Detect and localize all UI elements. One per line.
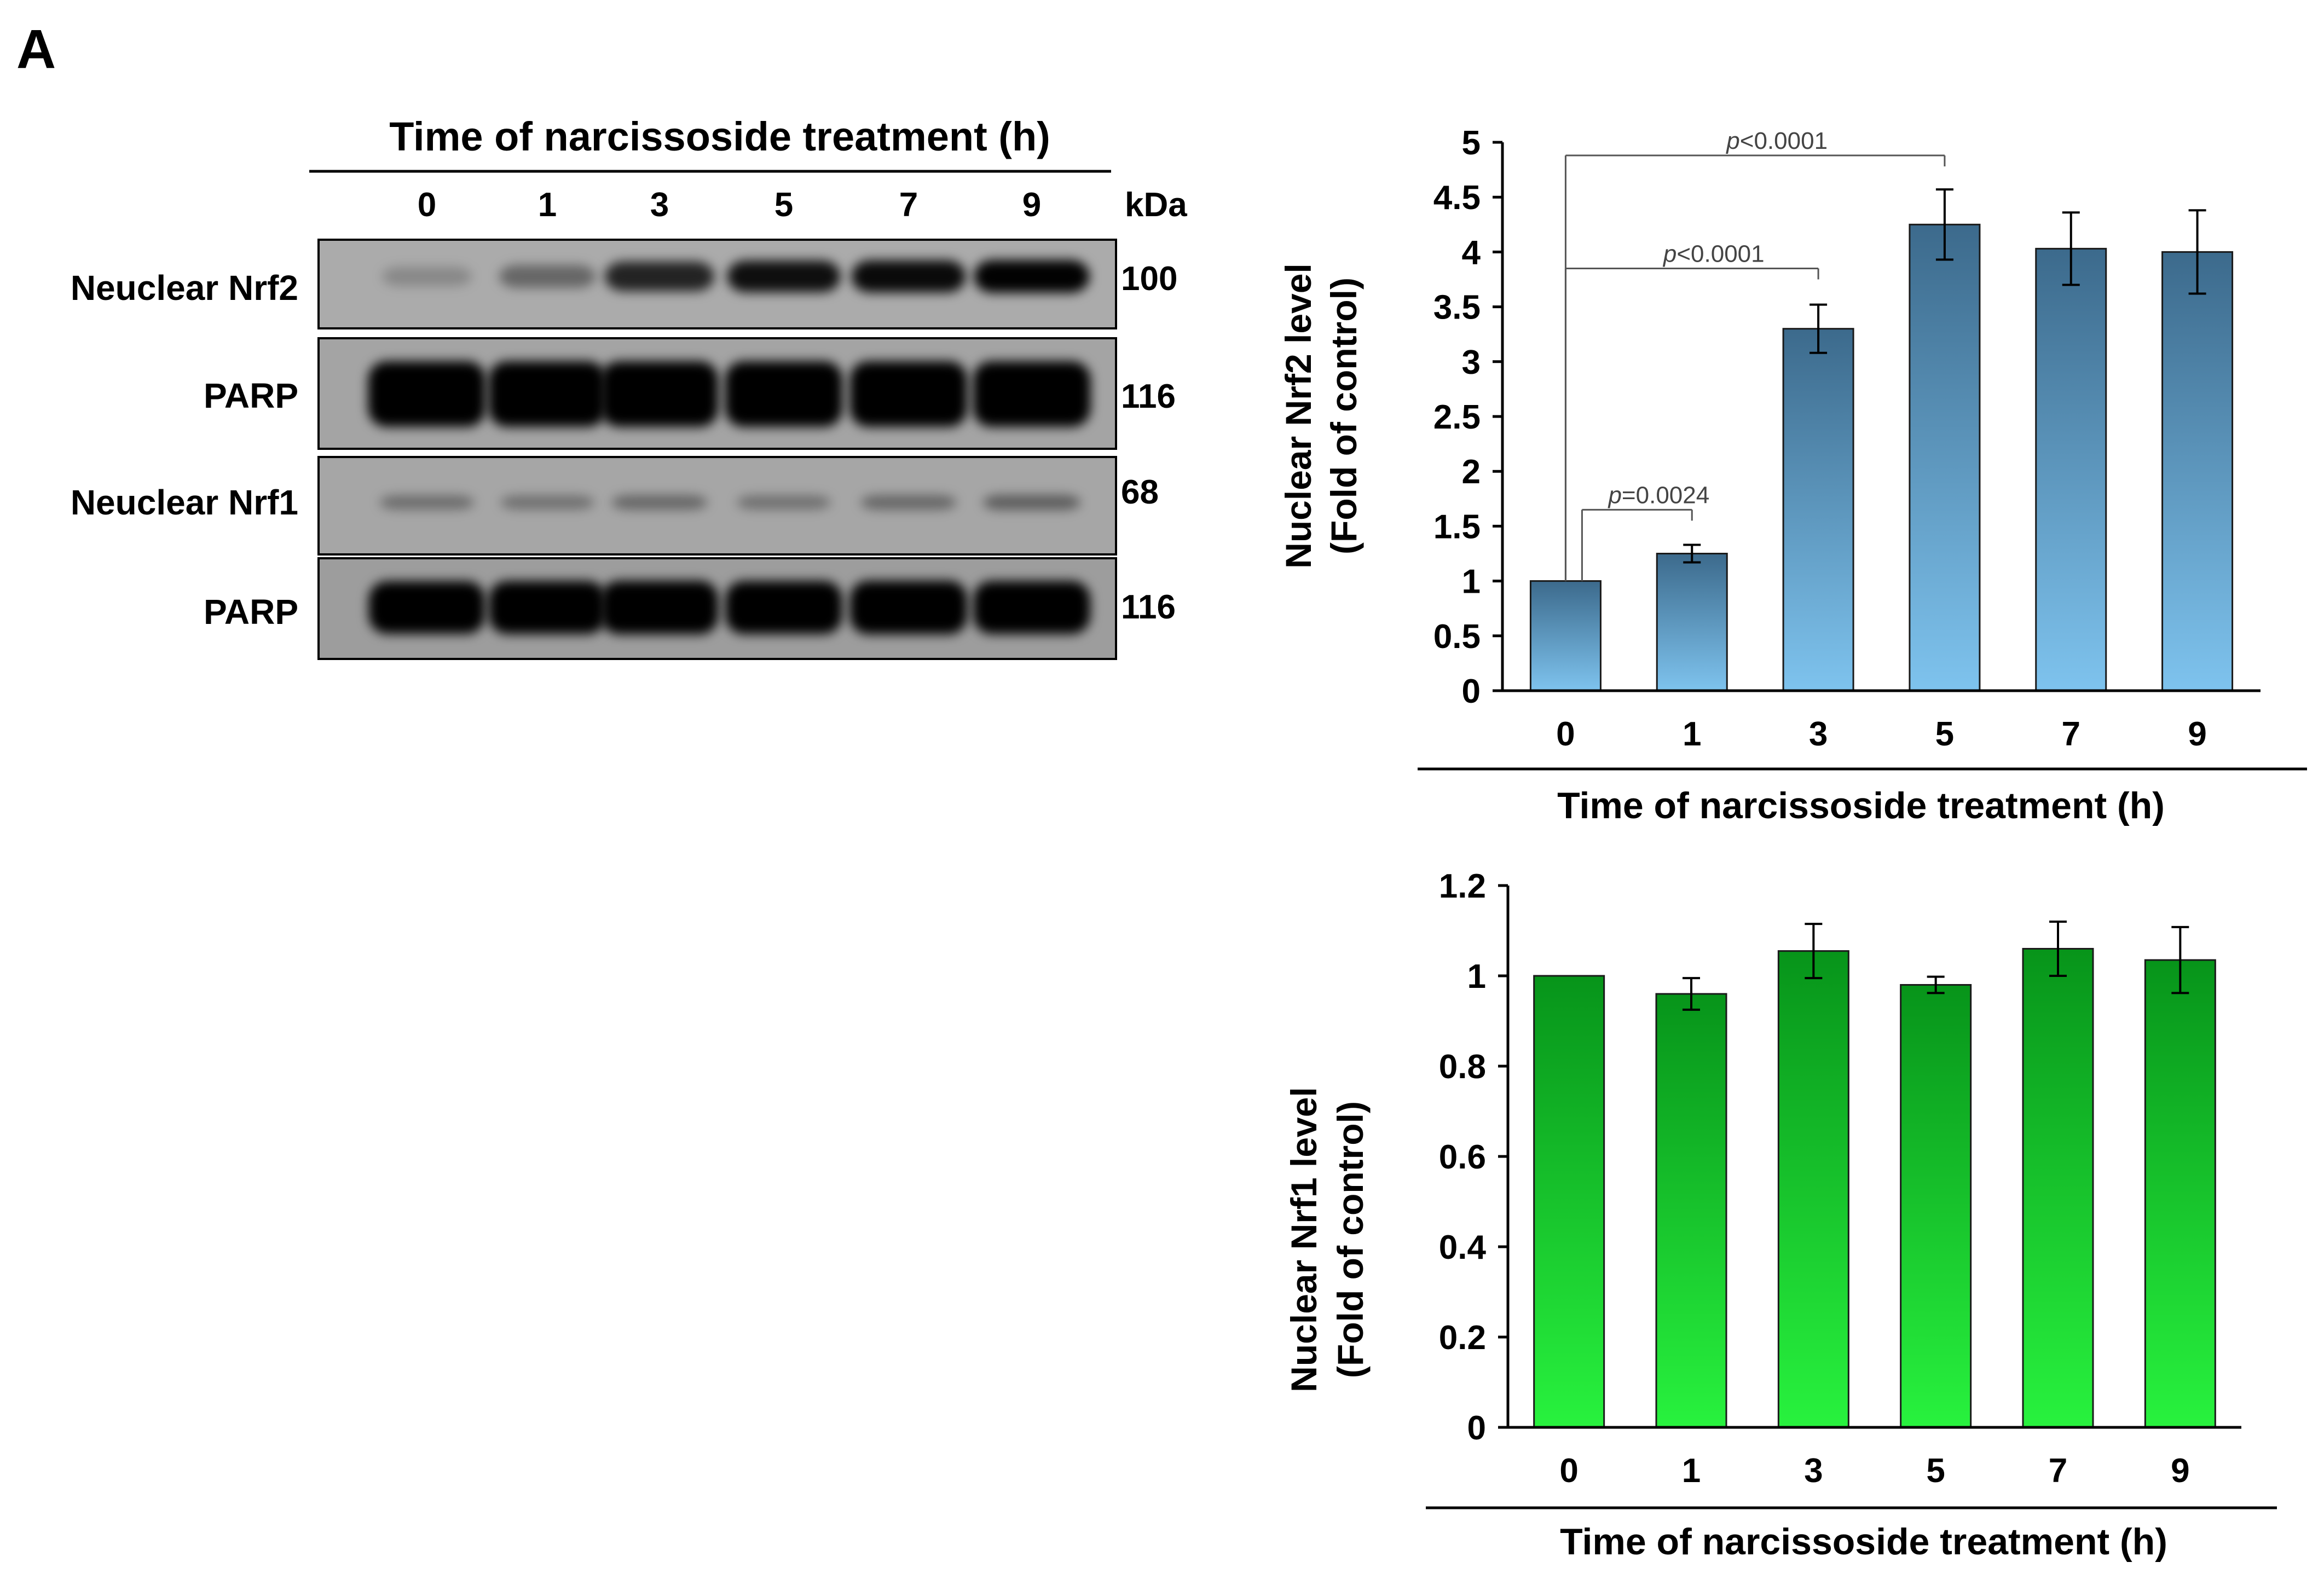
blot-lane-label: 1 <box>538 186 557 224</box>
y-tick-label: 3.5 <box>1433 289 1481 327</box>
y-tick-label: 5 <box>1462 124 1481 162</box>
blot-band <box>499 265 596 288</box>
blot-kda-value: 116 <box>1121 378 1176 415</box>
blot-band <box>379 495 475 510</box>
blot-band <box>489 581 606 634</box>
y-tick-label: 4.5 <box>1433 179 1481 217</box>
y-tick-label: 0.8 <box>1439 1048 1486 1086</box>
p-value-label: p=0.0024 <box>1607 482 1709 508</box>
blot-row: Neuclear Nrf2 100 <box>71 239 1177 329</box>
blot-lane-label: 7 <box>899 186 918 224</box>
blot-row: PARP 116 <box>204 557 1176 660</box>
x-tick-label: 1 <box>1682 1452 1701 1490</box>
blot-band <box>500 495 594 510</box>
kda-header: kDa <box>1125 186 1187 224</box>
blot-band <box>737 495 831 510</box>
blot-band <box>849 581 968 634</box>
blot-lane-label: 9 <box>1022 186 1041 224</box>
y-tick-label: 1.2 <box>1439 867 1486 905</box>
nrf2-xlabel: Time of narcissoside treatment (h) <box>1557 785 2165 826</box>
blot-band <box>368 581 485 634</box>
blot-band <box>973 581 1090 634</box>
blot-band <box>600 581 719 634</box>
x-tick-label: 9 <box>2171 1452 2189 1490</box>
blot-kda-value: 68 <box>1121 473 1159 511</box>
blot-band <box>849 361 968 427</box>
y-tick-label: 0.2 <box>1439 1319 1486 1357</box>
x-tick-label: 3 <box>1809 715 1828 753</box>
y-tick-label: 1.5 <box>1433 508 1481 546</box>
blot-band <box>851 260 966 293</box>
blot-band <box>600 361 719 427</box>
blot-row-label: Neuclear Nrf2 <box>71 268 298 308</box>
blot-band <box>974 259 1090 293</box>
blot-band <box>605 261 714 292</box>
blot-lane-label: 3 <box>650 186 669 224</box>
x-tick-label: 0 <box>1556 715 1575 753</box>
nrf1-xlabel: Time of narcissoside treatment (h) <box>1560 1521 2167 1563</box>
blot-kda-value: 116 <box>1121 588 1176 626</box>
y-tick-label: 0.6 <box>1439 1138 1486 1176</box>
blot-row: Neuclear Nrf1 68 <box>71 456 1159 556</box>
x-tick-label: 0 <box>1559 1452 1578 1490</box>
y-tick-label: 3 <box>1462 344 1481 381</box>
blot-band <box>725 581 842 634</box>
y-tick-label: 0.4 <box>1439 1229 1487 1266</box>
p-value-label: p<0.0001 <box>1662 240 1765 267</box>
blot-band <box>381 267 472 286</box>
bar <box>1909 223 1981 692</box>
y-tick-label: 0 <box>1467 1409 1486 1447</box>
nrf1-ylabel-line1: Nuclear Nrf1 level <box>1284 1087 1324 1392</box>
blot-band <box>973 361 1091 427</box>
p-value-label: p<0.0001 <box>1725 128 1828 154</box>
x-tick-label: 5 <box>1935 715 1954 753</box>
x-tick-label: 5 <box>1926 1452 1945 1490</box>
blot-band <box>488 361 606 427</box>
blot-lane-label: 0 <box>418 186 436 224</box>
blot-band <box>727 261 841 292</box>
y-tick-label: 1 <box>1462 563 1481 601</box>
bar <box>2022 948 2094 1428</box>
x-tick-label: 7 <box>2049 1452 2067 1490</box>
y-tick-label: 1 <box>1467 958 1486 996</box>
x-tick-label: 1 <box>1683 715 1701 753</box>
y-tick-label: 0.5 <box>1433 618 1481 656</box>
blot-band <box>611 495 708 510</box>
x-tick-label: 3 <box>1804 1452 1823 1490</box>
blot-row-label: PARP <box>204 376 298 415</box>
bar <box>1900 984 1972 1428</box>
blot-title: Time of narcissoside treatment (h) <box>389 114 1050 159</box>
blot-row-label: Neuclear Nrf1 <box>71 483 298 522</box>
bar <box>2144 959 2216 1428</box>
blot-band <box>982 495 1081 510</box>
bar <box>2161 251 2234 692</box>
panel-label: A <box>16 19 56 80</box>
y-tick-label: 2 <box>1462 453 1481 491</box>
bar <box>1777 950 1849 1428</box>
bar <box>1655 993 1727 1428</box>
y-tick-label: 2.5 <box>1433 398 1481 436</box>
blot-band <box>368 361 486 427</box>
nrf2-ylabel-line1: Nuclear Nrf2 level <box>1278 263 1319 569</box>
x-tick-label: 7 <box>2062 715 2080 753</box>
blot-band <box>860 495 957 510</box>
blot-row-label: PARP <box>204 592 298 632</box>
bar <box>1529 580 1602 692</box>
nrf2-ylabel-line2: (Fold of control) <box>1323 277 1364 554</box>
y-tick-label: 4 <box>1462 234 1481 271</box>
y-tick-label: 0 <box>1462 673 1481 710</box>
blot-band <box>725 361 843 427</box>
blot-lane-label: 5 <box>774 186 793 224</box>
bar <box>1533 975 1605 1428</box>
blot-row: PARP 116 <box>204 337 1176 450</box>
bar <box>1782 328 1854 692</box>
x-tick-label: 9 <box>2188 715 2206 753</box>
nrf1-ylabel-line2: (Fold of control) <box>1330 1101 1371 1378</box>
blot-kda-value: 100 <box>1121 260 1177 298</box>
